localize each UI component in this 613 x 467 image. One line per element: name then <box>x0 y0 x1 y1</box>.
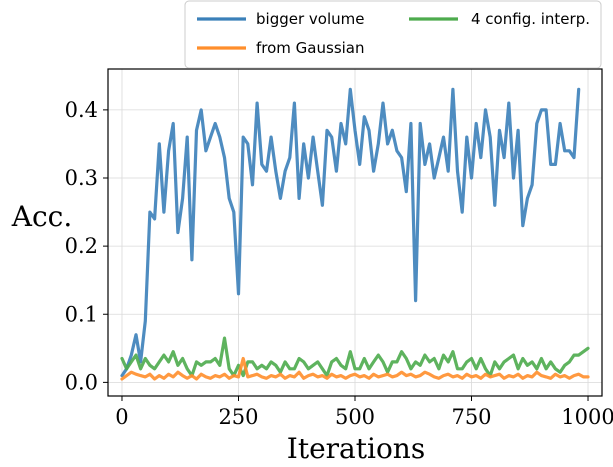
x-axis-label: Iterations <box>287 432 425 465</box>
legend-label-4-config-interp: 4 config. interp. <box>471 10 590 28</box>
y-tick-label: 0.1 <box>65 302 98 326</box>
series-lines <box>120 87 590 381</box>
y-tick-label: 0.4 <box>65 98 98 122</box>
legend-label-from-gaussian: from Gaussian <box>256 39 365 57</box>
x-tick-label: 250 <box>218 405 258 429</box>
y-axis-label: Acc. <box>11 200 72 233</box>
legend-box <box>184 0 602 69</box>
x-tick-label: 750 <box>451 405 491 429</box>
series-line-bigger-volume <box>120 87 581 378</box>
x-tick-label: 1000 <box>561 405 613 429</box>
y-tick-label: 0.3 <box>65 166 98 190</box>
y-tick-label: 0.2 <box>65 234 98 258</box>
y-tick-label: 0.0 <box>65 370 98 394</box>
legend: bigger volume from Gaussian 4 config. in… <box>184 0 602 69</box>
tick-labels: 0 250 500 750 1000 0.0 0.1 0.2 0.3 0.4 <box>65 98 613 429</box>
series-line-4-config-interp <box>120 336 590 378</box>
x-tick-label: 500 <box>335 405 375 429</box>
x-tick-label: 0 <box>115 405 128 429</box>
legend-label-bigger-volume: bigger volume <box>256 10 364 28</box>
series-line-from-gaussian <box>120 356 590 381</box>
